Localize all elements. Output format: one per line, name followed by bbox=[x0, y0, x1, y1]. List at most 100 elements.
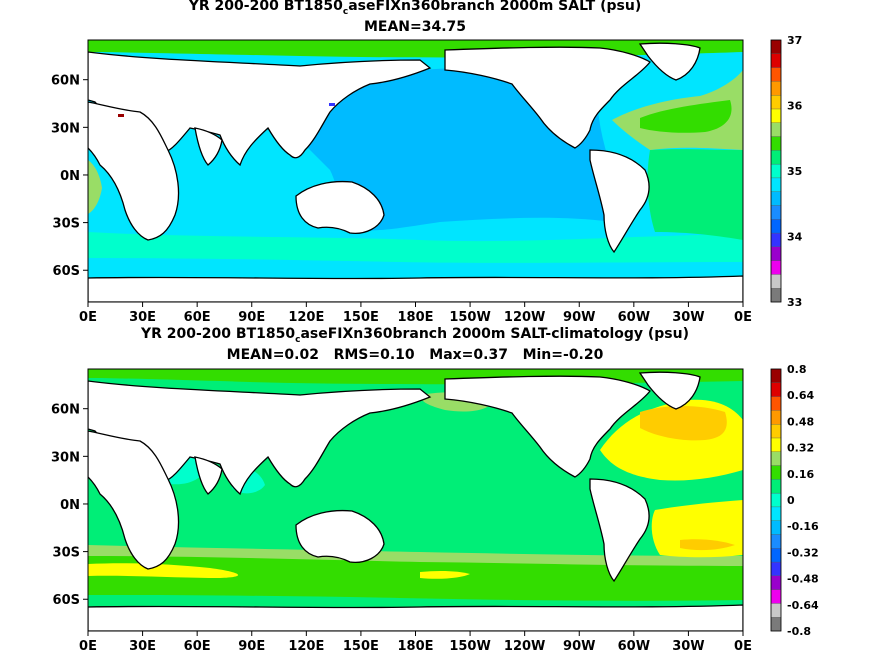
bottom-colorbar-label: 0.64 bbox=[787, 389, 814, 402]
top-ytick-label: 60N bbox=[51, 74, 80, 89]
top-colorbar-swatch bbox=[770, 260, 782, 275]
bottom-colorbar-swatch bbox=[770, 465, 782, 480]
bottom-xtick-label: 60E bbox=[184, 639, 211, 654]
bottom-xtick-label: 120E bbox=[288, 639, 324, 654]
top-polar-band bbox=[88, 232, 743, 263]
top-xtick-label: 180E bbox=[397, 310, 433, 325]
top-colorbar-swatch bbox=[770, 163, 782, 179]
bottom-colorbar-swatch bbox=[770, 368, 782, 383]
top-land-greenland bbox=[638, 42, 701, 81]
top-colorbar-swatch bbox=[770, 95, 782, 110]
top-xtick-label: 120E bbox=[288, 310, 324, 325]
top-chart-title: YR 200-200 BT1850caseFIXn360branch 2000m… bbox=[188, 0, 642, 17]
top-north-atlantic-core bbox=[640, 100, 732, 133]
bottom-chart-title: YR 200-200 BT1850caseFIXn360branch 2000m… bbox=[140, 326, 689, 345]
top-land-australia bbox=[295, 180, 385, 234]
top-xtick-label: 60E bbox=[184, 310, 211, 325]
bottom-xtick-label: 90W bbox=[563, 639, 595, 654]
bottom-southern-light bbox=[88, 545, 743, 566]
bottom-land-australia bbox=[295, 509, 385, 563]
bottom-chart-stats: MEAN=0.02 RMS=0.10 Max=0.37 Min=-0.20 bbox=[226, 347, 604, 363]
bottom-xtick-label: 150W bbox=[449, 639, 490, 654]
bottom-colorbar-label: 0 bbox=[787, 494, 795, 507]
top-xtick-label: 60W bbox=[618, 310, 650, 325]
top-colorbar-swatch bbox=[770, 205, 782, 220]
top-colorbar-label: 34 bbox=[787, 231, 803, 244]
bottom-colorbar-label: -0.8 bbox=[787, 625, 811, 638]
top-xtick-label: 90E bbox=[238, 310, 265, 325]
bottom-north-atlantic-orange bbox=[640, 406, 727, 441]
top-ytick-label: 30N bbox=[51, 121, 80, 136]
bottom-colorbar-swatch bbox=[770, 396, 782, 411]
top-xtick-label: 0E bbox=[734, 310, 752, 325]
bottom-colorbar-label: -0.16 bbox=[787, 520, 819, 533]
top-ytick-label: 30S bbox=[53, 217, 80, 232]
top-colorbar-swatch bbox=[770, 122, 782, 137]
bottom-ytick-label: 60N bbox=[51, 403, 80, 418]
bottom-colorbar-swatch bbox=[770, 492, 782, 508]
top-colorbar-swatch bbox=[770, 274, 782, 289]
top-japan-sea-detail bbox=[329, 103, 335, 106]
bottom-xtick-label: 120W bbox=[504, 639, 545, 654]
top-chart-stats: MEAN=34.75 bbox=[363, 19, 467, 35]
bottom-colorbar-swatch bbox=[770, 410, 782, 425]
bottom-colorbar-swatch bbox=[770, 575, 782, 590]
bottom-ytick-label: 0N bbox=[60, 498, 80, 513]
bottom-colorbar-swatch bbox=[770, 617, 782, 632]
top-colorbar-swatch bbox=[770, 39, 782, 54]
bottom-land-antarctica bbox=[88, 604, 743, 631]
bottom-colorbar-label: 0.48 bbox=[787, 415, 814, 428]
bottom-colorbar-swatch bbox=[770, 548, 782, 563]
bottom-xtick-label: 90E bbox=[238, 639, 265, 654]
top-colorbar-swatch bbox=[770, 150, 782, 165]
bottom-ytick-label: 60S bbox=[53, 593, 80, 608]
bottom-colorbar-swatch bbox=[770, 603, 782, 618]
top-colorbar-label: 33 bbox=[787, 296, 802, 309]
top-xtick-label: 90W bbox=[563, 310, 595, 325]
bottom-xtick-label: 180E bbox=[397, 639, 433, 654]
top-colorbar-swatch bbox=[770, 232, 782, 247]
bottom-colorbar-swatch bbox=[770, 534, 782, 549]
top-colorbar-swatch bbox=[770, 177, 782, 192]
top-colorbar-label: 36 bbox=[787, 100, 803, 113]
top-indian-rim bbox=[88, 160, 102, 214]
top-xtick-label: 120W bbox=[504, 310, 545, 325]
axes-layer: 0E 30E 60E 90E 120E 150E 180E 150W 120W 90W 60W 30W… bbox=[51, 34, 819, 654]
bottom-land bbox=[88, 371, 743, 631]
top-colorbar-swatch bbox=[770, 108, 782, 123]
bottom-xtick-label: 150E bbox=[343, 639, 379, 654]
top-map bbox=[88, 40, 743, 302]
top-south-atlantic bbox=[647, 149, 743, 240]
top-colorbar-swatch bbox=[770, 219, 782, 234]
bottom-ytick-label: 30N bbox=[51, 450, 80, 465]
top-land-north-america bbox=[444, 46, 651, 149]
bottom-land-india bbox=[194, 456, 223, 495]
bottom-southern-yellow-2 bbox=[420, 570, 470, 579]
bottom-colorbar-swatch bbox=[770, 520, 782, 535]
bottom-colorbar-label: -0.32 bbox=[787, 546, 819, 559]
top-xtick-label: 0E bbox=[79, 310, 97, 325]
bottom-colorbar-label: 0.8 bbox=[787, 363, 807, 376]
bottom-map bbox=[88, 369, 743, 631]
bottom-colorbar-frame bbox=[770, 368, 782, 632]
top-land-antarctica bbox=[88, 275, 743, 302]
top-med-detail bbox=[118, 114, 124, 117]
top-xtick-label: 150W bbox=[449, 310, 490, 325]
top-land-africa bbox=[88, 101, 180, 241]
bottom-land-north-america bbox=[444, 375, 651, 478]
bottom-colorbar-swatch bbox=[770, 589, 782, 604]
bottom-southern-yellow bbox=[88, 563, 239, 578]
top-colorbar-swatch bbox=[770, 191, 782, 206]
bottom-xtick-label: 30W bbox=[672, 639, 704, 654]
top-colorbar-swatch bbox=[770, 136, 782, 151]
top-land-india bbox=[194, 127, 223, 166]
top-colorbar-swatch bbox=[770, 288, 782, 303]
bottom-xtick-label: 0E bbox=[734, 639, 752, 654]
top-colorbar-swatch bbox=[770, 246, 782, 261]
top-colorbar-label: 37 bbox=[787, 34, 802, 47]
bottom-colorbar-label: -0.48 bbox=[787, 573, 819, 586]
top-xtick-label: 30E bbox=[129, 310, 156, 325]
top-ytick-label: 0N bbox=[60, 169, 80, 184]
bottom-colorbar-swatch bbox=[770, 382, 782, 397]
